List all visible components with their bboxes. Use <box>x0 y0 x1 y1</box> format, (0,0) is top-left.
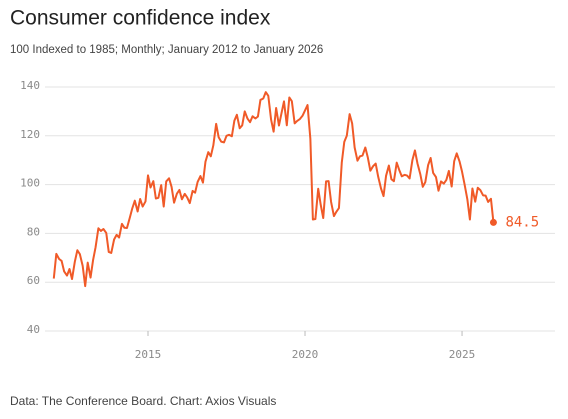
y-tick-label: 140 <box>20 79 40 92</box>
end-point <box>489 218 497 226</box>
y-tick-label: 40 <box>27 323 40 336</box>
y-tick-label: 120 <box>20 128 40 141</box>
y-tick-label: 60 <box>27 274 40 287</box>
x-tick-label: 2020 <box>292 348 319 361</box>
end-label: 84.5 <box>505 214 539 230</box>
chart-subtitle: 100 Indexed to 1985; Monthly; January 20… <box>10 44 323 56</box>
y-tick-label: 80 <box>27 225 40 238</box>
y-tick-label: 100 <box>20 177 40 190</box>
x-tick-label: 2015 <box>135 348 162 361</box>
data-line <box>52 91 495 288</box>
x-tick-label: 2025 <box>449 348 476 361</box>
source-note: Data: The Conference Board. Chart: Axios… <box>10 394 276 408</box>
chart-title: Consumer confidence index <box>10 7 271 30</box>
